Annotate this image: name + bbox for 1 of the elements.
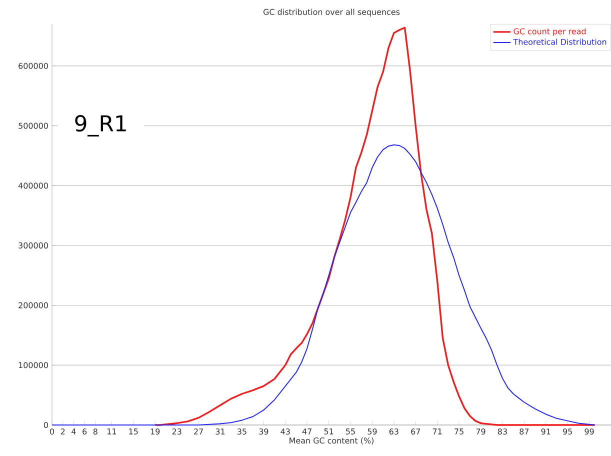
annotation: 9_R1 [75,115,126,136]
